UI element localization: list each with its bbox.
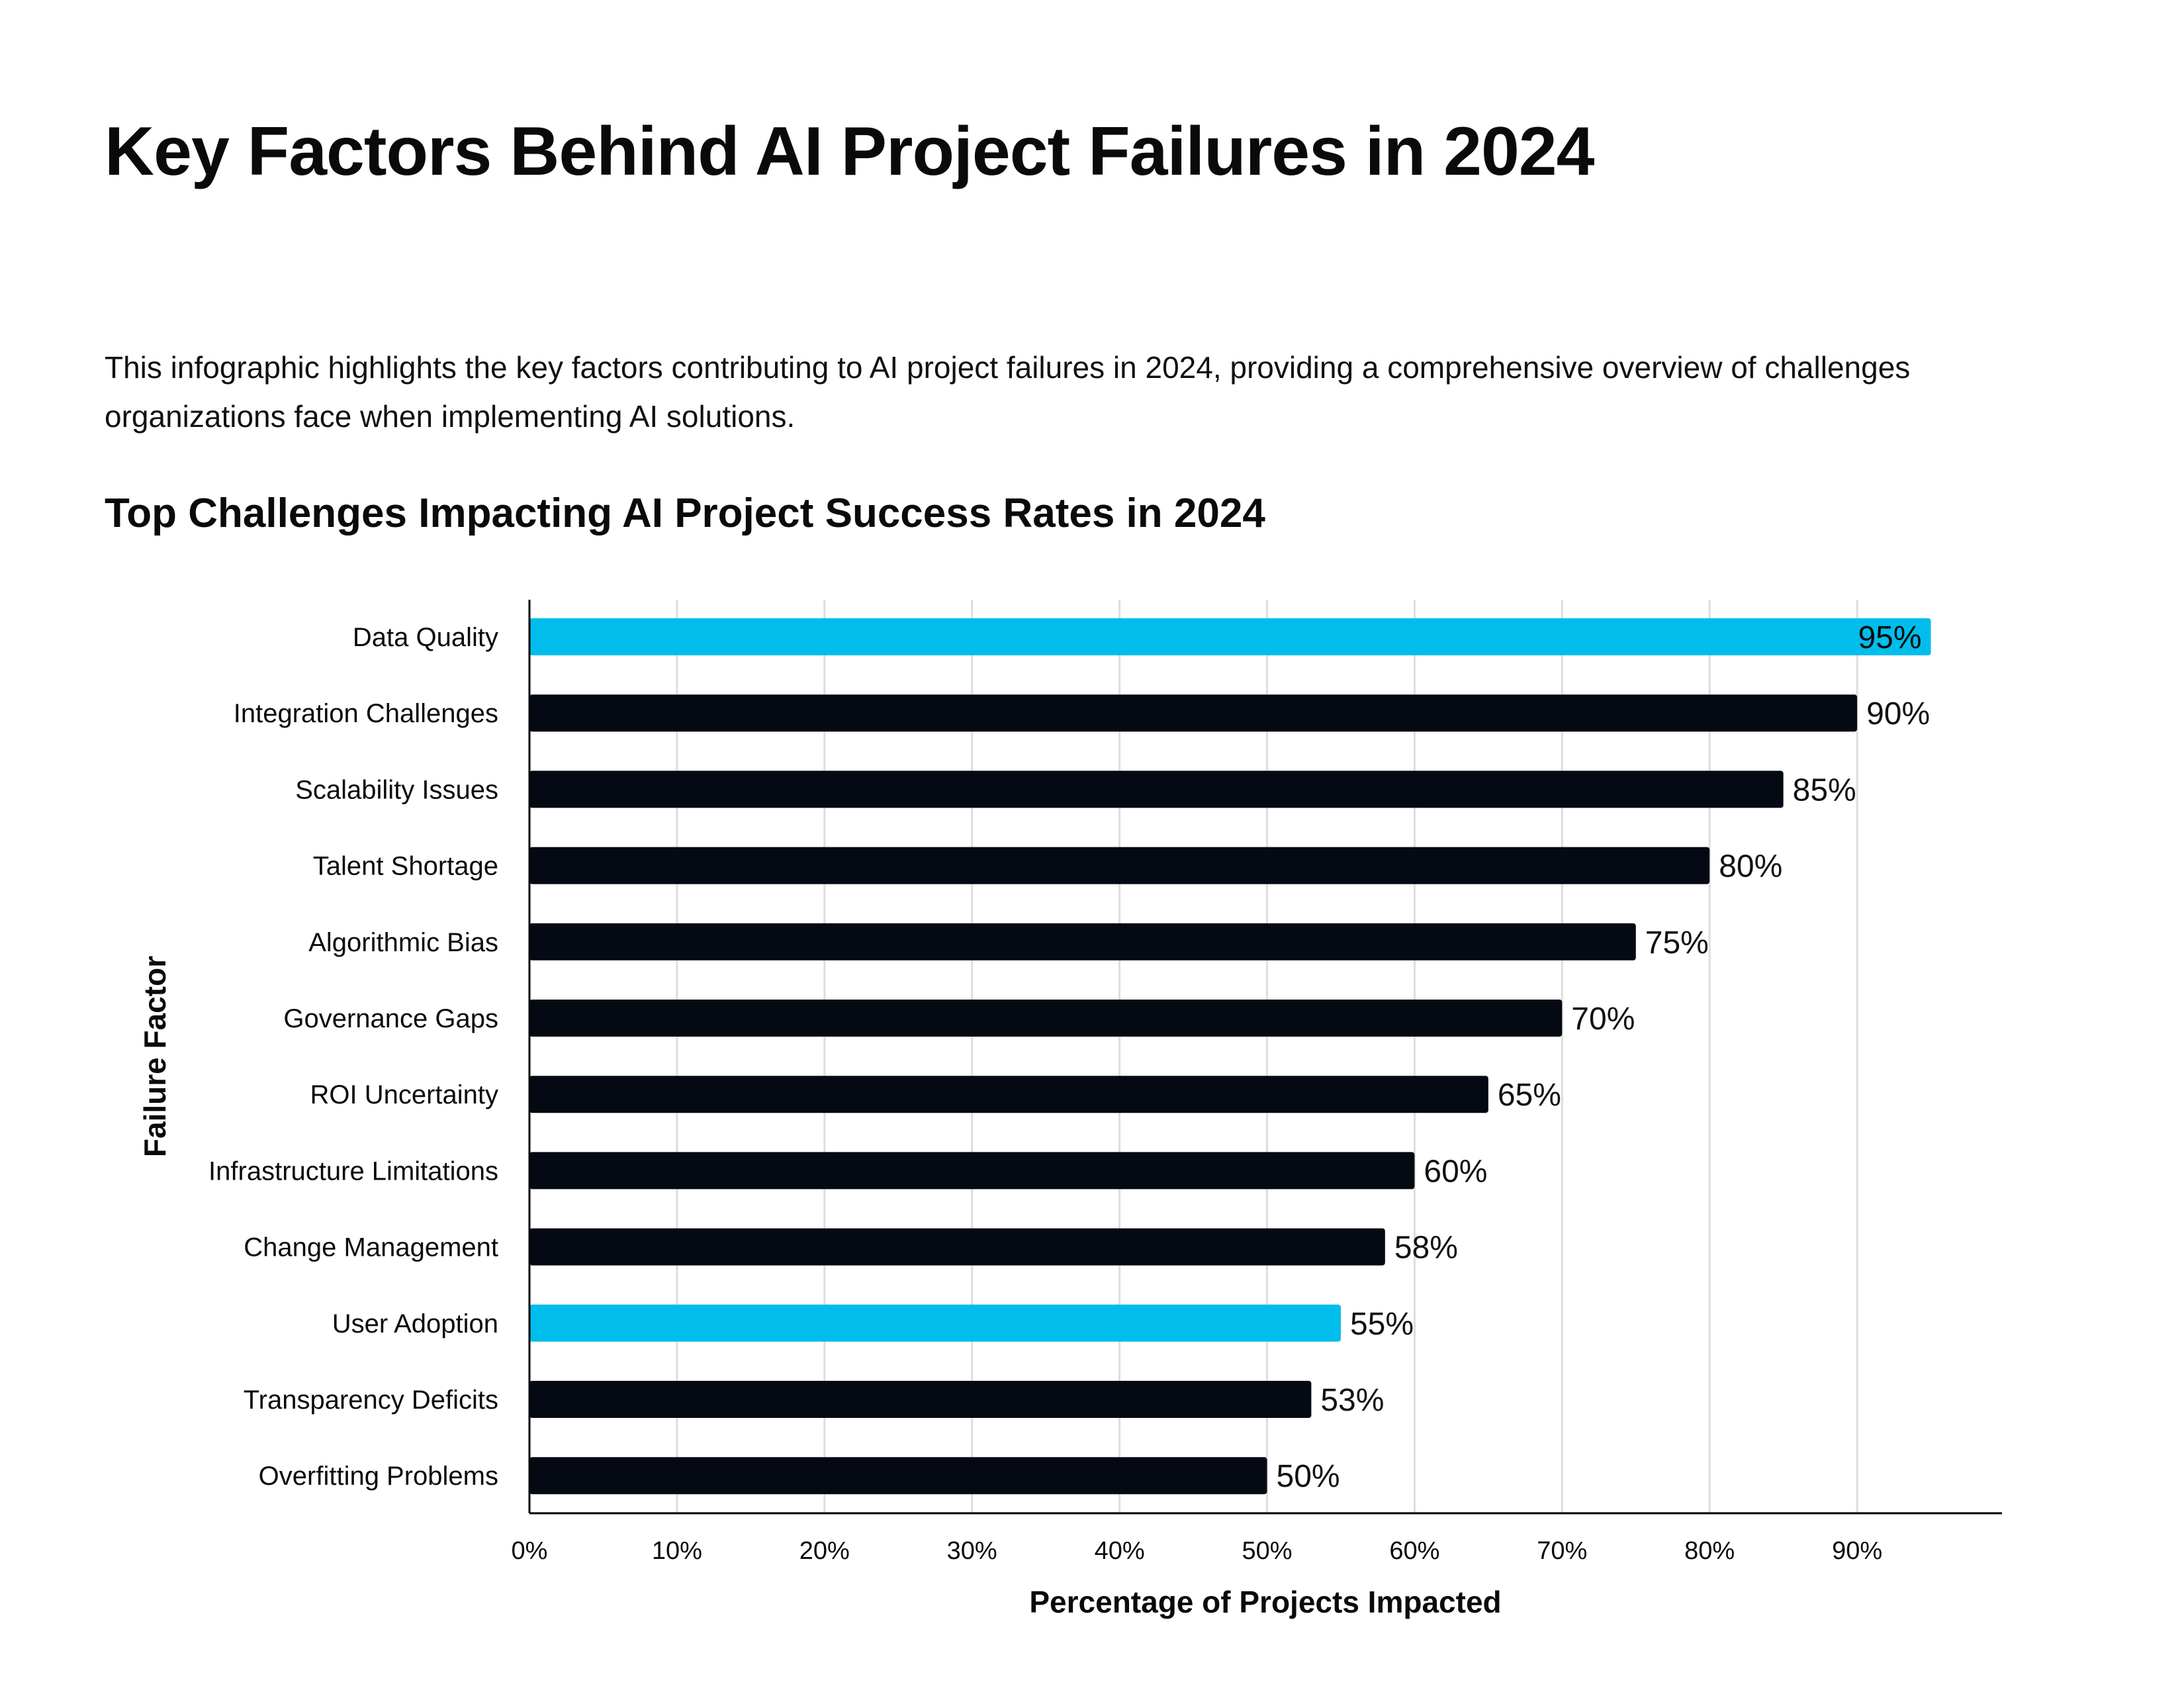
category-label: ROI Uncertainty	[310, 1080, 498, 1109]
bar-value-label: 85%	[1793, 773, 1856, 808]
bar-governance-gaps	[529, 1000, 1563, 1037]
bar-value-label: 95%	[1858, 620, 1921, 655]
y-axis-title: Failure Factor	[138, 956, 172, 1157]
bar-value-label: 50%	[1277, 1459, 1340, 1494]
x-tick-label: 70%	[1537, 1537, 1587, 1565]
category-label: Integration Challenges	[234, 699, 498, 728]
chart-title: Top Challenges Impacting AI Project Succ…	[105, 491, 1265, 536]
bar-integration-challenges	[529, 694, 1858, 732]
category-labels: Data Quality 95% Integration Challenges 90%…	[208, 620, 1930, 1494]
x-tick-label: 50%	[1242, 1537, 1292, 1565]
x-tick-labels: 0% 10% 20% 30% 40% 50% 60% 70% 80% 90%	[512, 1537, 1883, 1565]
x-tick-label: 90%	[1832, 1537, 1882, 1565]
x-axis-title: Percentage of Projects Impacted	[1029, 1585, 1501, 1619]
bar-change-management	[529, 1228, 1385, 1266]
bar-transparency-deficits	[529, 1381, 1312, 1418]
bar-value-label: 53%	[1320, 1383, 1384, 1418]
bar-algorithmic-bias	[529, 923, 1636, 961]
category-label: Transparency Deficits	[244, 1385, 498, 1415]
x-tick-label: 80%	[1684, 1537, 1735, 1565]
bar-value-label: 55%	[1350, 1307, 1414, 1342]
category-label: Scalability Issues	[295, 775, 498, 804]
x-tick-label: 60%	[1389, 1537, 1439, 1565]
category-label: Overfitting Problems	[259, 1462, 498, 1491]
category-label: Infrastructure Limitations	[208, 1156, 498, 1186]
bar-roi-uncertainty	[529, 1076, 1488, 1113]
x-tick-label: 20%	[799, 1537, 850, 1565]
page-title: Key Factors Behind AI Project Failures i…	[105, 113, 1594, 190]
bar-user-adoption	[529, 1304, 1341, 1342]
x-tick-label: 40%	[1095, 1537, 1145, 1565]
bar-value-label: 90%	[1866, 696, 1930, 731]
bar-infrastructure-limitations	[529, 1152, 1415, 1190]
gridlines	[676, 600, 1858, 1513]
bar-value-label: 70%	[1571, 1002, 1635, 1037]
bar-overfitting-problems	[529, 1457, 1267, 1495]
bar-value-label: 80%	[1719, 849, 1782, 884]
bar-value-label: 60%	[1424, 1154, 1487, 1189]
x-tick-label: 10%	[652, 1537, 702, 1565]
x-tick-label: 0%	[512, 1537, 548, 1565]
bar-talent-shortage	[529, 847, 1710, 884]
bar-value-label: 65%	[1498, 1078, 1561, 1113]
category-label: Algorithmic Bias	[308, 928, 498, 957]
category-label: User Adoption	[332, 1309, 498, 1338]
bar-scalability-issues	[529, 771, 1784, 808]
intro-paragraph: This infographic highlights the key fact…	[105, 350, 1911, 434]
bar-value-label: 75%	[1645, 925, 1709, 961]
bar-data-quality	[529, 618, 1931, 655]
bars	[529, 618, 1931, 1495]
category-label: Change Management	[244, 1233, 498, 1262]
category-label: Talent Shortage	[313, 852, 498, 881]
category-label: Governance Gaps	[283, 1004, 498, 1033]
x-tick-label: 30%	[947, 1537, 997, 1565]
category-label: Data Quality	[353, 623, 498, 652]
bar-value-label: 58%	[1394, 1231, 1458, 1266]
